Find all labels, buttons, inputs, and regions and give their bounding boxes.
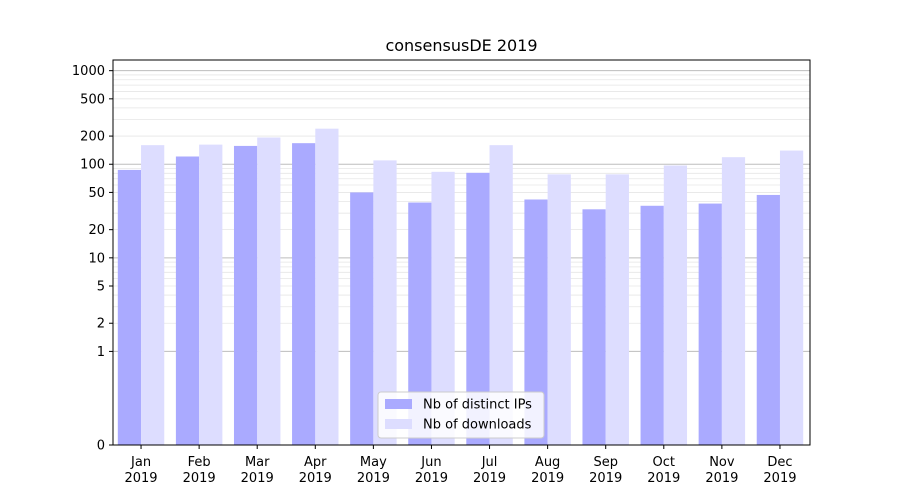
bar-downloads bbox=[431, 171, 455, 445]
x-tick-label: May 2019 bbox=[357, 455, 390, 486]
x-tick-label-year: 2019 bbox=[183, 471, 216, 486]
x-tick-label-month: Aug bbox=[535, 455, 560, 470]
x-tick-label: Oct 2019 bbox=[647, 455, 680, 486]
y-tick-label: 2 bbox=[97, 317, 105, 332]
x-tick-label-month: Oct bbox=[653, 455, 675, 470]
x-tick-label: Sep 2019 bbox=[589, 455, 622, 486]
bar-distinct-ips bbox=[175, 156, 200, 446]
x-tick-label-month: Mar bbox=[245, 455, 270, 470]
bar-downloads bbox=[547, 174, 571, 445]
plot-frame bbox=[112, 59, 811, 446]
chart-title: consensusDE 2019 bbox=[385, 36, 537, 55]
y-tick-label: 200 bbox=[80, 130, 105, 145]
bar-distinct-ips bbox=[233, 145, 258, 445]
x-tick-label-month: Dec bbox=[767, 455, 792, 470]
x-tick-label-year: 2019 bbox=[705, 471, 738, 486]
x-tick-label-year: 2019 bbox=[124, 471, 157, 486]
bar-downloads bbox=[257, 137, 281, 446]
bars bbox=[117, 128, 804, 446]
x-tick-label-year: 2019 bbox=[531, 471, 564, 486]
x-tick-label-month: Feb bbox=[188, 455, 211, 470]
bar-distinct-ips bbox=[524, 199, 548, 445]
x-tick-label: Mar 2019 bbox=[241, 455, 274, 486]
x-tick-label-month: Sep bbox=[593, 455, 618, 470]
x-tick-label-month: Jun bbox=[420, 455, 441, 470]
y-tick-label: 50 bbox=[88, 186, 105, 201]
bar-downloads bbox=[373, 160, 397, 445]
bar-downloads bbox=[489, 145, 513, 445]
bar-distinct-ips bbox=[698, 203, 722, 445]
legend-box bbox=[377, 391, 545, 439]
bar-distinct-ips bbox=[466, 172, 490, 445]
bar-distinct-ips bbox=[350, 192, 374, 445]
x-tick-label-year: 2019 bbox=[473, 471, 506, 486]
bar-distinct-ips bbox=[292, 143, 316, 445]
x-tick-label: Aug 2019 bbox=[531, 455, 564, 486]
bar-distinct-ips bbox=[640, 205, 664, 445]
y-tick-label: 500 bbox=[80, 92, 105, 107]
y-tick-label: 0 bbox=[97, 439, 105, 454]
x-tick-label: Jan 2019 bbox=[124, 455, 157, 486]
bar-downloads bbox=[779, 150, 804, 445]
legend-label: Nb of downloads bbox=[423, 418, 532, 433]
x-tick-label: Dec 2019 bbox=[763, 455, 796, 486]
bar-downloads bbox=[605, 174, 629, 445]
y-tick-label: 5 bbox=[97, 280, 105, 295]
x-tick-label-year: 2019 bbox=[241, 471, 274, 486]
bar-distinct-ips bbox=[408, 202, 432, 445]
x-tick-label-year: 2019 bbox=[357, 471, 390, 486]
x-tick-label-year: 2019 bbox=[299, 471, 332, 486]
bar-distinct-ips bbox=[582, 209, 606, 445]
x-tick-label: Jun 2019 bbox=[415, 455, 448, 486]
x-tick-label: Feb 2019 bbox=[183, 455, 216, 486]
bar-distinct-ips bbox=[117, 169, 142, 445]
y-axis: 0 1 2 5 10 20 50 100 200 500 1000 bbox=[72, 64, 113, 454]
y-tick-label: 20 bbox=[88, 223, 105, 238]
y-tick-label: 1 bbox=[97, 345, 105, 360]
legend-label: Nb of distinct IPs bbox=[423, 398, 532, 413]
x-tick-label-year: 2019 bbox=[415, 471, 448, 486]
y-tick-label: 1000 bbox=[72, 64, 105, 79]
x-tick-label: Apr 2019 bbox=[299, 455, 332, 486]
x-tick-label-month: Jul bbox=[481, 455, 498, 470]
x-tick-label-year: 2019 bbox=[647, 471, 680, 486]
x-tick-label-month: Nov bbox=[709, 455, 735, 470]
x-tick-label-year: 2019 bbox=[589, 471, 622, 486]
x-tick-label: Jul 2019 bbox=[473, 455, 506, 486]
bar-distinct-ips bbox=[756, 194, 780, 445]
x-tick-label: Nov 2019 bbox=[705, 455, 738, 486]
x-tick-label-month: May bbox=[360, 455, 387, 470]
legend-swatch bbox=[385, 399, 412, 409]
legend: Nb of distinct IPs Nb of downloads bbox=[377, 391, 545, 439]
x-tick-label-month: Jan bbox=[130, 455, 151, 470]
y-tick-label: 10 bbox=[88, 251, 105, 266]
legend-swatch bbox=[385, 419, 412, 429]
bar-downloads bbox=[141, 145, 165, 445]
bar-downloads bbox=[199, 144, 223, 445]
bar-downloads bbox=[663, 165, 688, 446]
grid-lines bbox=[113, 70, 810, 352]
x-tick-label-month: Apr bbox=[304, 455, 327, 470]
bar-downloads bbox=[315, 128, 339, 445]
bar-downloads bbox=[721, 157, 746, 445]
x-tick-label-year: 2019 bbox=[763, 471, 796, 486]
y-tick-label: 100 bbox=[80, 158, 105, 173]
